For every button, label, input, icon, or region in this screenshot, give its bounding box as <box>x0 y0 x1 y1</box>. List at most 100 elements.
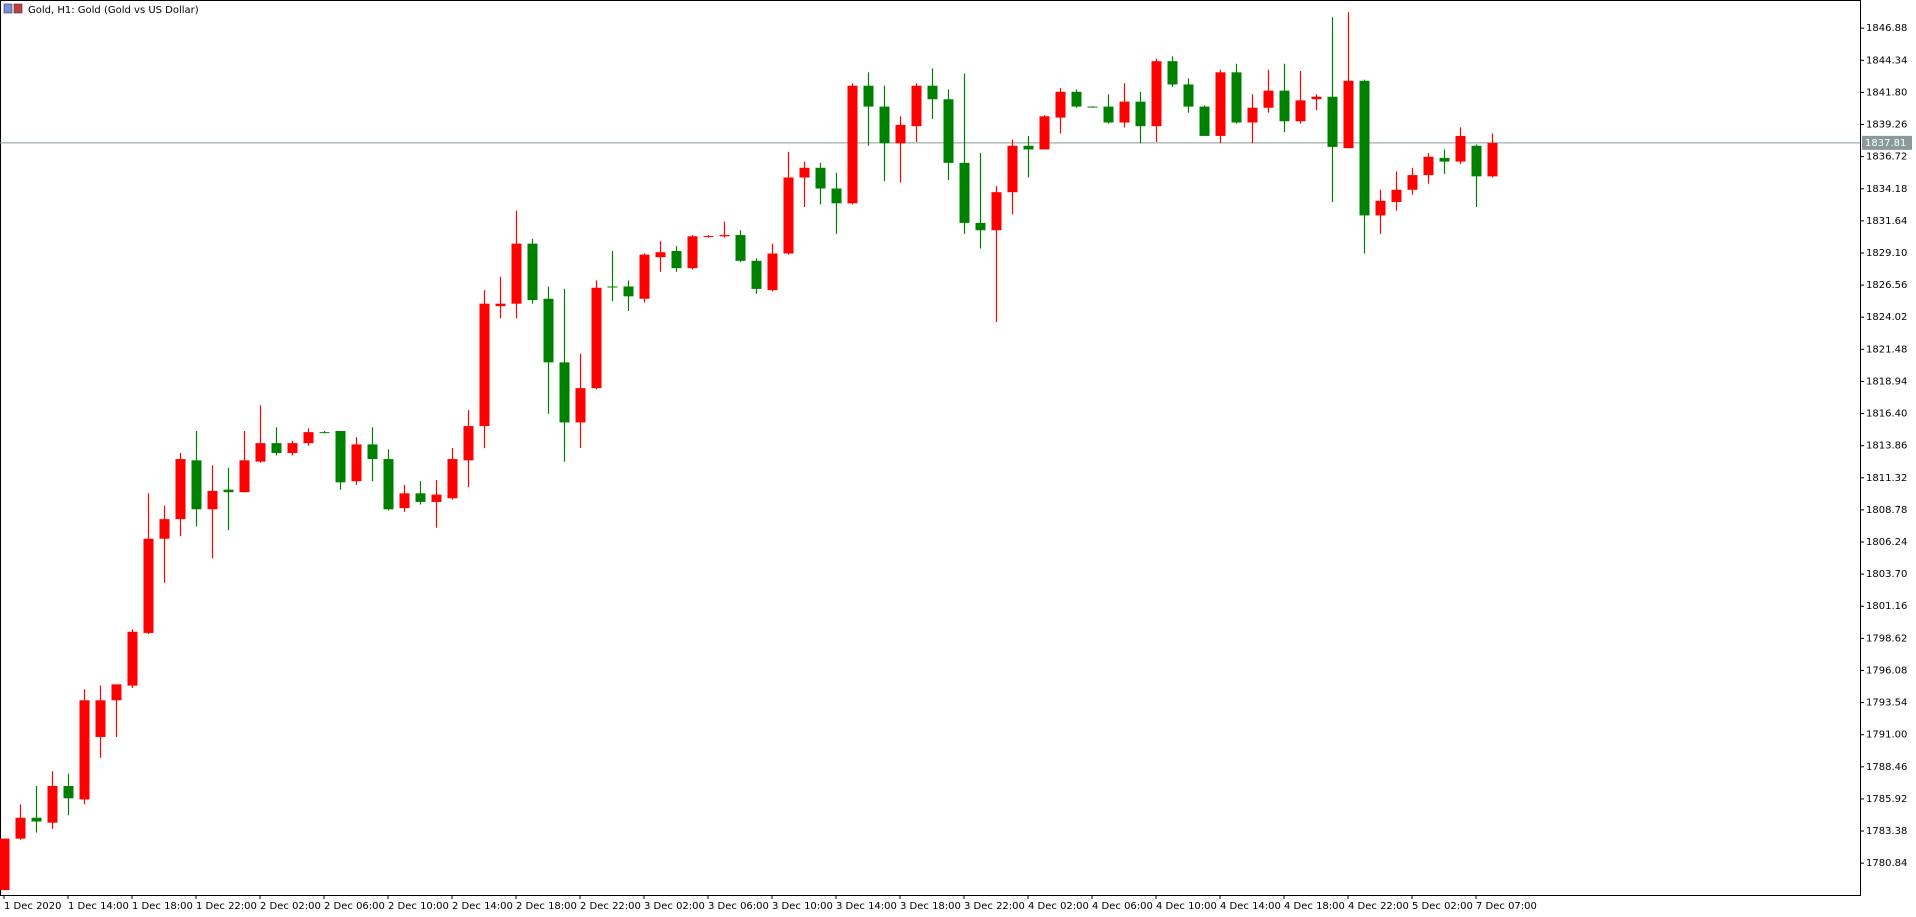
candle-body <box>175 459 186 520</box>
y-tick-label: 1783.38 <box>1866 826 1907 837</box>
y-tick-label: 1834.18 <box>1866 184 1907 195</box>
x-tick-label: 4 Dec 02:00 <box>1028 901 1089 912</box>
x-tick-label: 5 Dec 02:00 <box>1412 901 1473 912</box>
candle-body <box>479 303 490 427</box>
candle-body <box>47 786 58 823</box>
y-tick-label: 1780.84 <box>1866 858 1907 869</box>
candle-body <box>1359 80 1370 216</box>
candle-body <box>1167 61 1178 85</box>
x-tick-label: 4 Dec 06:00 <box>1092 901 1153 912</box>
candle-body <box>1327 96 1338 147</box>
candle-body <box>1247 107 1258 123</box>
candle-body <box>511 243 522 304</box>
candle-body <box>799 167 810 178</box>
plot-frame <box>0 0 1861 896</box>
candle-body <box>63 786 74 799</box>
candle-body <box>1103 106 1114 123</box>
x-tick-label: 2 Dec 18:00 <box>516 901 577 912</box>
candle-body <box>1423 156 1434 176</box>
candle-body <box>1135 101 1146 127</box>
candle-body <box>1375 200 1386 216</box>
candle-body <box>527 243 538 301</box>
y-tick-label: 1798.62 <box>1866 633 1907 644</box>
x-tick-label: 3 Dec 10:00 <box>772 901 833 912</box>
candle-body <box>319 432 330 434</box>
candle-body <box>111 684 122 701</box>
candle-body <box>1007 145 1018 193</box>
candle-body <box>751 260 762 289</box>
candle-body <box>687 236 698 269</box>
x-tick-label: 2 Dec 22:00 <box>580 901 641 912</box>
x-tick-label: 2 Dec 02:00 <box>260 901 321 912</box>
candle-body <box>79 700 90 800</box>
y-tick-label: 1811.32 <box>1866 473 1907 484</box>
x-tick-label: 2 Dec 14:00 <box>452 901 513 912</box>
candle-body <box>1455 135 1466 162</box>
chart-icon <box>3 3 13 14</box>
candle-body <box>847 85 858 204</box>
candle-body <box>895 124 906 144</box>
candle-body <box>415 493 426 502</box>
candle-body <box>783 177 794 254</box>
chart-icon <box>13 3 23 14</box>
candle-body <box>1055 91 1066 118</box>
candle-body <box>975 222 986 231</box>
y-tick-label: 1808.78 <box>1866 505 1907 516</box>
candle-body <box>559 362 570 423</box>
candle-body <box>367 444 378 460</box>
y-tick-label: 1791.00 <box>1866 730 1907 741</box>
candle-body <box>1183 84 1194 107</box>
candle-body <box>1391 189 1402 203</box>
x-tick-label: 1 Dec 18:00 <box>132 901 193 912</box>
candle-body <box>431 494 442 502</box>
candle-body <box>399 493 410 509</box>
y-tick-label: 1821.48 <box>1866 344 1907 355</box>
candle-body <box>15 817 26 839</box>
candle-body <box>303 432 314 444</box>
y-tick-label: 1813.86 <box>1866 441 1907 452</box>
candle-body <box>239 460 250 493</box>
candle-body <box>607 286 618 288</box>
candle-body <box>815 167 826 189</box>
candle-body <box>831 188 842 204</box>
candle-body <box>255 443 266 462</box>
candle-body <box>127 631 138 686</box>
candle-body <box>383 459 394 510</box>
y-tick-label: 1826.56 <box>1866 280 1907 291</box>
y-tick-label: 1788.46 <box>1866 762 1907 773</box>
candle-body <box>767 253 778 291</box>
candle-body <box>0 838 10 891</box>
candle-body <box>287 443 298 453</box>
x-tick-label: 7 Dec 07:00 <box>1476 901 1537 912</box>
candle-body <box>1343 80 1354 149</box>
candle-body <box>543 298 554 363</box>
candle-body <box>335 431 346 483</box>
candle-body <box>191 460 202 510</box>
candle-body <box>1487 142 1498 177</box>
x-tick-label: 4 Dec 18:00 <box>1284 901 1345 912</box>
candle-body <box>959 162 970 223</box>
x-tick-label: 4 Dec 10:00 <box>1156 901 1217 912</box>
candle-body <box>1199 106 1210 136</box>
x-tick-label: 4 Dec 14:00 <box>1220 901 1281 912</box>
y-tick-label: 1793.54 <box>1866 698 1907 709</box>
y-tick-label: 1785.92 <box>1866 794 1907 805</box>
y-tick-label: 1816.40 <box>1866 409 1907 420</box>
y-tick-label: 1841.80 <box>1866 87 1907 98</box>
y-tick-label: 1818.94 <box>1866 376 1907 387</box>
candle-body <box>1151 61 1162 127</box>
x-tick-label: 3 Dec 02:00 <box>644 901 705 912</box>
y-tick-label: 1796.08 <box>1866 665 1907 676</box>
candle-body <box>351 444 362 482</box>
candle-body <box>879 106 890 144</box>
y-tick-label: 1829.10 <box>1866 248 1907 259</box>
candle-body <box>495 303 506 307</box>
y-tick-label: 1824.02 <box>1866 312 1907 323</box>
x-tick-label: 3 Dec 14:00 <box>836 901 897 912</box>
candle-body <box>447 459 458 499</box>
x-tick-label: 3 Dec 06:00 <box>708 901 769 912</box>
candle-body <box>1471 145 1482 177</box>
candle-body <box>1263 90 1274 108</box>
candle-body <box>463 426 474 461</box>
